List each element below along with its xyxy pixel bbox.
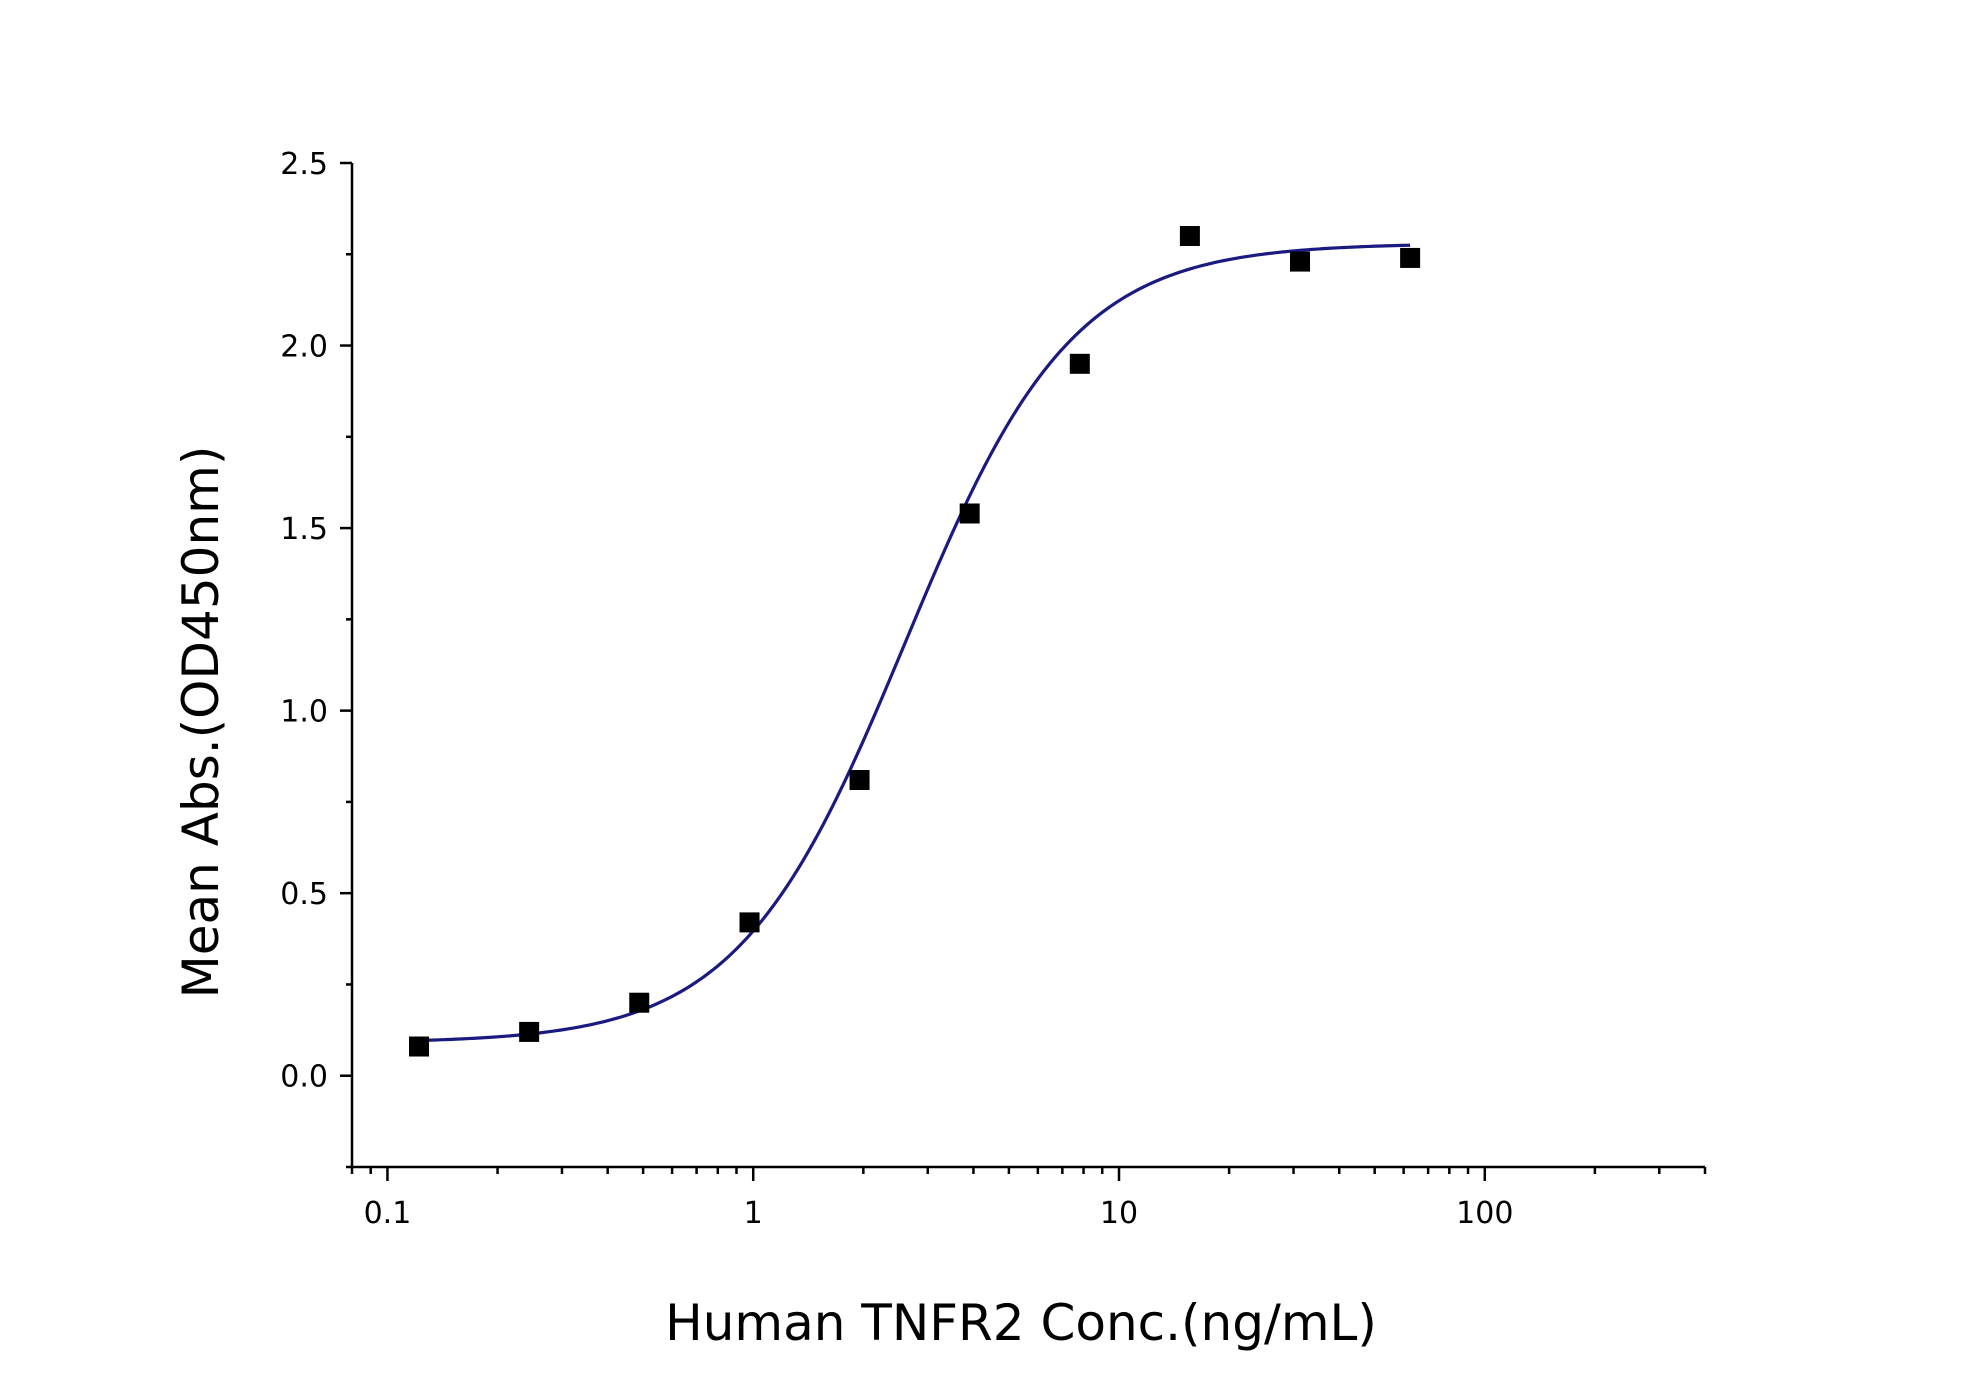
data-point [739, 912, 760, 933]
data-point [409, 1036, 430, 1057]
x-axis-ticks: 0.1 1 10 100 [350, 1167, 1707, 1231]
data-point [849, 770, 870, 791]
y-tick-label: 2.0 [280, 330, 328, 365]
data-point [1069, 353, 1090, 374]
x-axis-title: Human TNFR2 Conc.(ng/mL) [665, 1294, 1377, 1352]
y-axis-ticks: 0.0 0.5 1.0 1.5 2.0 2.5 [280, 147, 352, 1169]
data-point [959, 503, 980, 524]
data-point [629, 992, 650, 1013]
plot-area: 0.0 0.5 1.0 1.5 2.0 2.5 0.1 1 10 100 [280, 147, 1707, 1231]
data-point [519, 1021, 540, 1042]
y-tick-label: 0.0 [280, 1060, 328, 1095]
data-points [409, 226, 1421, 1057]
data-point [1179, 226, 1200, 247]
x-tick-label: 0.1 [364, 1196, 412, 1231]
y-tick-label: 0.5 [280, 877, 328, 912]
y-axis-title: Mean Abs.(OD450nm) [172, 446, 230, 999]
data-point [1400, 247, 1421, 268]
y-tick-label: 1.0 [280, 695, 328, 730]
y-tick-label: 2.5 [280, 147, 328, 182]
x-tick-label: 1 [744, 1196, 763, 1231]
y-tick-label: 1.5 [280, 512, 328, 547]
x-tick-label: 100 [1456, 1196, 1513, 1231]
fit-curve [418, 243, 1411, 1043]
data-point [1290, 251, 1311, 272]
x-tick-label: 10 [1100, 1196, 1138, 1231]
